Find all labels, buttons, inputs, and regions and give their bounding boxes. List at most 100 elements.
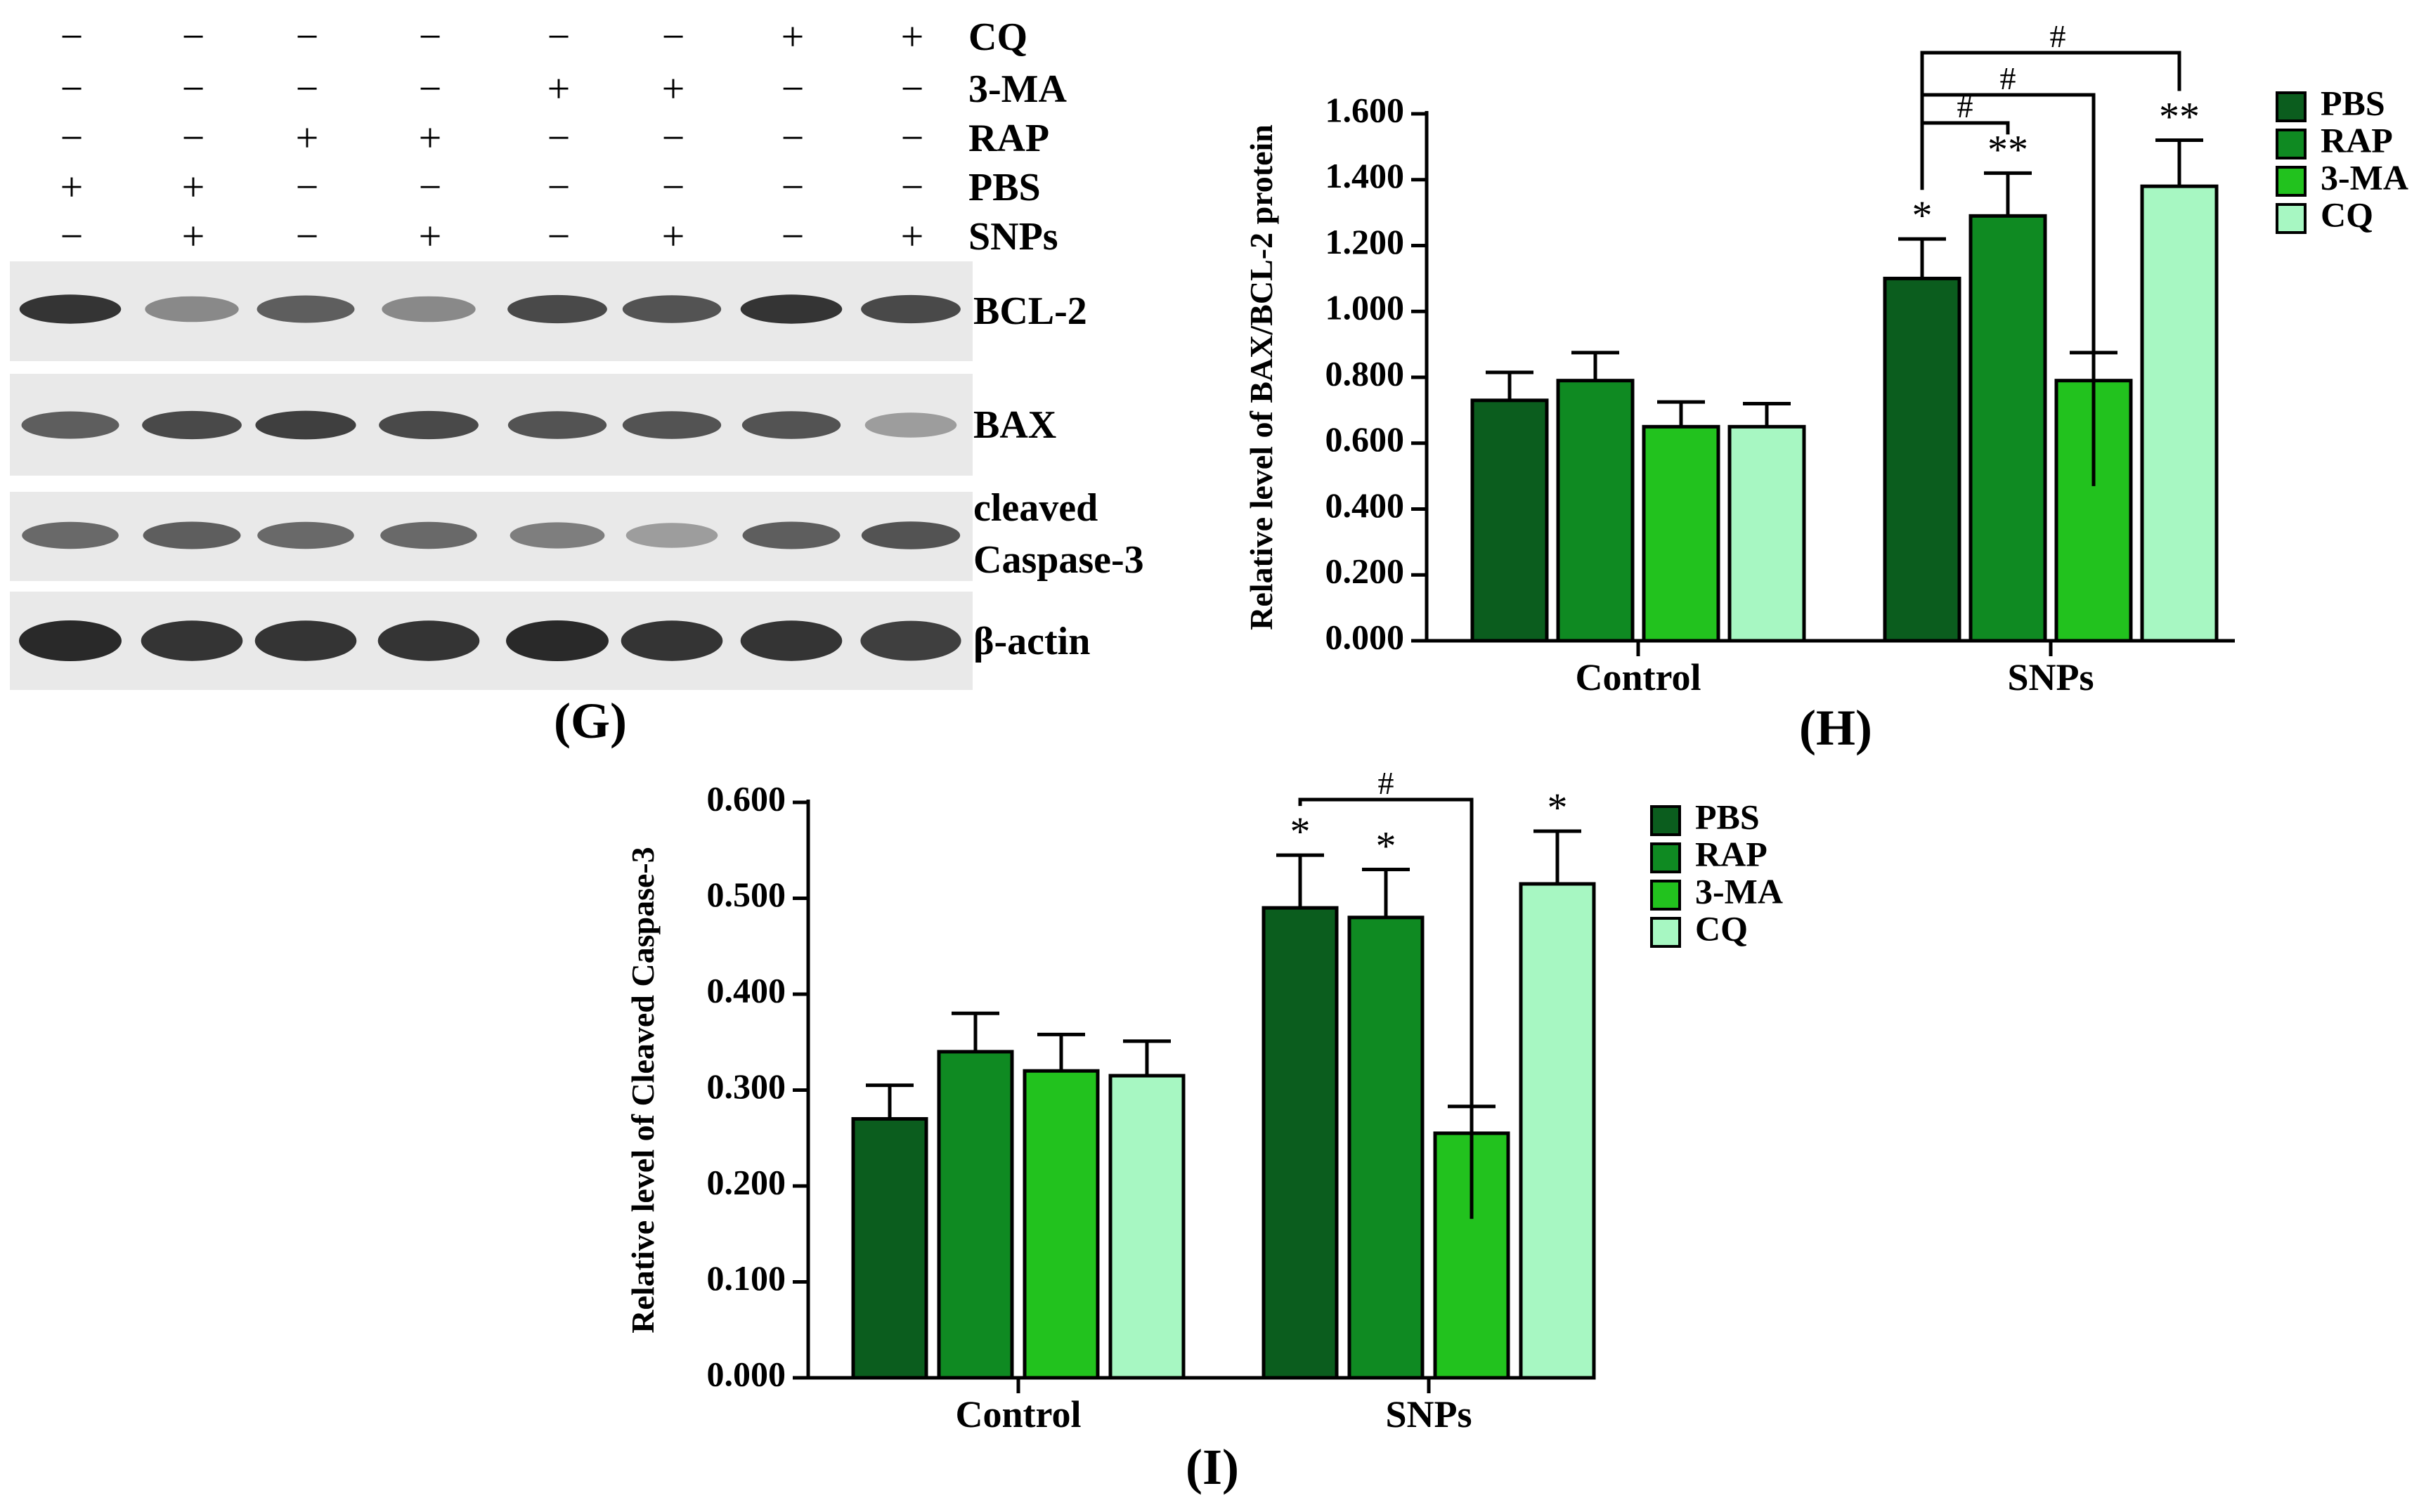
treatment-sign: − bbox=[901, 115, 924, 160]
y-tick-label: 0.500 bbox=[707, 875, 786, 914]
x-tick-label: SNPs bbox=[2007, 656, 2094, 698]
protein-band bbox=[740, 620, 843, 661]
treatment-sign: − bbox=[296, 65, 319, 111]
y-tick-label: 0.000 bbox=[1325, 617, 1405, 656]
treatment-sign: + bbox=[662, 213, 685, 259]
protein-band bbox=[510, 522, 605, 549]
significance-star: * bbox=[1376, 823, 1396, 869]
y-tick-label: 0.200 bbox=[1325, 552, 1405, 591]
bar bbox=[1023, 1069, 1100, 1380]
protein-band bbox=[257, 521, 354, 549]
protein-band bbox=[860, 620, 961, 661]
protein-band bbox=[254, 620, 357, 661]
treatment-sign: + bbox=[781, 13, 805, 59]
treatment-row-label: CQ bbox=[968, 15, 1027, 59]
treatment-sign: + bbox=[182, 164, 205, 209]
legend-label: CQ bbox=[1695, 908, 1748, 948]
treatment-sign: − bbox=[419, 164, 442, 209]
treatment-sign: − bbox=[662, 115, 685, 160]
protein-band bbox=[22, 521, 119, 549]
protein-band bbox=[742, 521, 841, 549]
treatment-sign: − bbox=[901, 65, 924, 111]
treatment-row-label: RAP bbox=[968, 117, 1049, 160]
significance-star: * bbox=[1912, 193, 1933, 238]
protein-band bbox=[143, 521, 241, 549]
legend-swatch bbox=[1650, 917, 1681, 948]
band-label: β-actin bbox=[973, 620, 1090, 663]
protein-band bbox=[625, 523, 718, 548]
protein-band bbox=[382, 296, 476, 322]
treatment-sign: − bbox=[781, 65, 805, 111]
treatment-sign: + bbox=[182, 213, 205, 259]
band-label: Caspase-3 bbox=[973, 538, 1144, 582]
legend-label: RAP bbox=[1695, 834, 1767, 873]
legend-swatch bbox=[1650, 805, 1681, 836]
legend-swatch bbox=[2276, 91, 2307, 122]
y-axis-title: Relative level of BAX/BCL-2 protein bbox=[1243, 124, 1279, 630]
y-tick-label: 0.400 bbox=[707, 970, 786, 1010]
y-tick-label: 0.400 bbox=[1325, 485, 1405, 525]
bar bbox=[2140, 184, 2219, 643]
legend-swatch bbox=[1650, 842, 1681, 873]
treatment-sign: + bbox=[547, 65, 571, 111]
protein-band bbox=[861, 294, 961, 324]
protein-band bbox=[19, 294, 122, 324]
legend-swatch bbox=[1650, 880, 1681, 911]
treatment-sign: − bbox=[547, 213, 571, 259]
treatment-sign: − bbox=[901, 164, 924, 209]
protein-band bbox=[142, 410, 242, 440]
band-label: BCL-2 bbox=[973, 289, 1087, 333]
treatment-sign: − bbox=[547, 115, 571, 160]
significance-star: ** bbox=[2159, 94, 2200, 140]
y-tick-label: 1.000 bbox=[1325, 288, 1405, 327]
y-tick-label: 0.000 bbox=[707, 1354, 786, 1393]
protein-band bbox=[622, 295, 722, 323]
bar bbox=[937, 1050, 1014, 1380]
y-tick-label: 1.200 bbox=[1325, 222, 1405, 261]
bar bbox=[1519, 882, 1596, 1380]
significance-bracket bbox=[1920, 51, 2181, 190]
protein-band bbox=[257, 295, 355, 323]
bar bbox=[1642, 424, 1720, 643]
protein-band bbox=[380, 521, 477, 549]
treatment-sign: − bbox=[60, 213, 84, 259]
y-tick-label: 0.100 bbox=[707, 1258, 786, 1298]
treatment-sign: − bbox=[419, 13, 442, 59]
protein-band bbox=[379, 410, 479, 440]
legend-label: 3-MA bbox=[1695, 871, 1783, 911]
y-tick-label: 0.800 bbox=[1325, 353, 1405, 393]
protein-band bbox=[19, 620, 122, 661]
treatment-sign: + bbox=[419, 213, 442, 259]
protein-band bbox=[741, 411, 841, 439]
y-tick-label: 0.600 bbox=[1325, 419, 1405, 459]
significance-star: * bbox=[1290, 809, 1311, 854]
treatment-sign: − bbox=[781, 213, 805, 259]
treatment-sign: − bbox=[419, 65, 442, 111]
treatment-sign: + bbox=[296, 115, 319, 160]
protein-band bbox=[21, 411, 119, 439]
treatment-sign: − bbox=[60, 65, 84, 111]
treatment-sign: − bbox=[296, 13, 319, 59]
legend-swatch bbox=[2276, 166, 2307, 197]
treatment-row-label: 3-MA bbox=[968, 67, 1068, 111]
significance-hash: # bbox=[2000, 60, 2016, 96]
treatment-sign: − bbox=[662, 164, 685, 209]
protein-band bbox=[622, 411, 722, 439]
treatment-sign: − bbox=[182, 65, 205, 111]
legend-swatch bbox=[2276, 129, 2307, 159]
legend-label: PBS bbox=[1695, 797, 1760, 836]
treatment-sign: − bbox=[781, 164, 805, 209]
protein-band bbox=[507, 294, 607, 324]
treatment-sign: + bbox=[662, 65, 685, 111]
treatment-sign: + bbox=[60, 164, 84, 209]
protein-band bbox=[861, 521, 961, 549]
bar bbox=[1556, 379, 1635, 643]
y-axis-title: Relative level of Cleaved Caspase-3 bbox=[625, 847, 661, 1333]
bar bbox=[1261, 906, 1339, 1380]
y-tick-label: 0.600 bbox=[707, 778, 786, 818]
treatment-sign: + bbox=[419, 115, 442, 160]
treatment-sign: − bbox=[296, 213, 319, 259]
protein-band bbox=[145, 296, 239, 322]
